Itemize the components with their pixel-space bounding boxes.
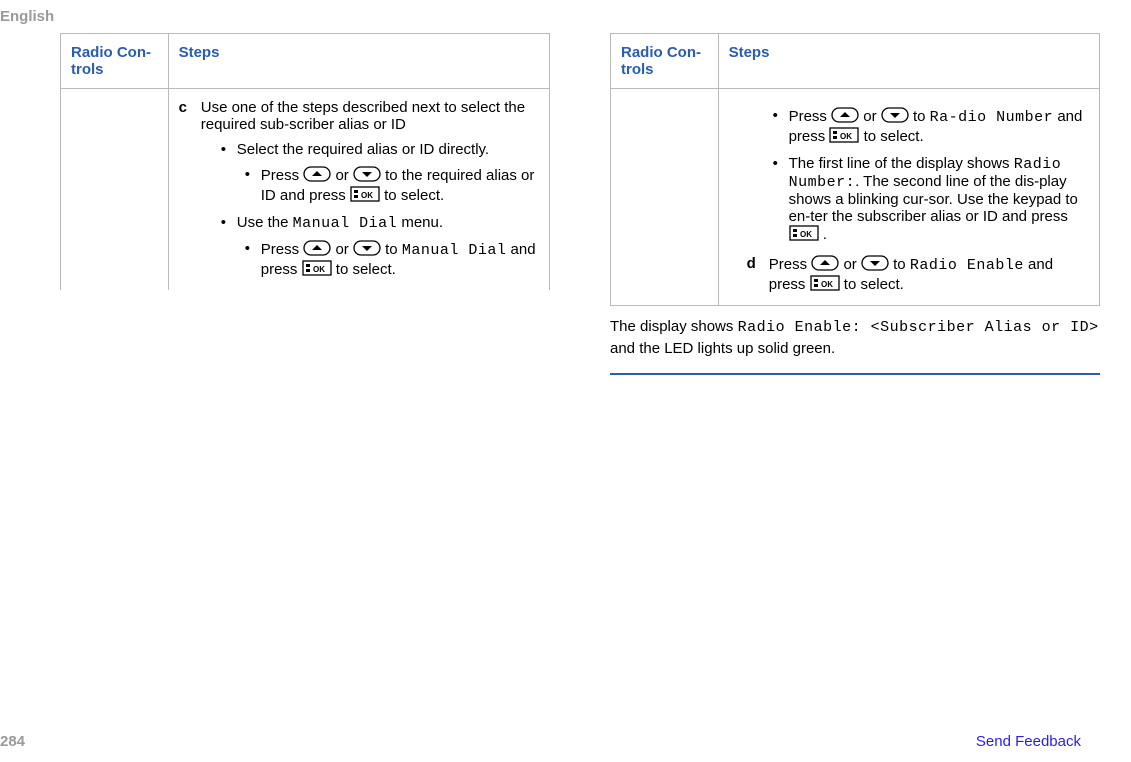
bullet-2a: • Press or to Manual Dial and press OK t… [245, 240, 537, 280]
text-frag: or [843, 256, 861, 273]
text-frag: The display shows [610, 318, 738, 335]
text-frag: Use the [237, 214, 293, 231]
svg-text:OK: OK [821, 280, 833, 289]
ok-button-icon: OK [789, 225, 819, 245]
bullet-2-text: Use the Manual Dial menu. [237, 214, 537, 232]
page-footer: 284 Send Feedback [0, 733, 1131, 750]
mono-text: Manual Dial [402, 242, 507, 259]
step-c-body: Use one of the steps described next to s… [201, 99, 537, 280]
ok-button-icon: OK [810, 275, 840, 295]
text-frag: menu. [397, 214, 443, 231]
step-d-label: d [747, 255, 765, 272]
down-arrow-icon [861, 255, 889, 275]
svg-text:OK: OK [313, 265, 325, 274]
text-frag: or [863, 108, 881, 125]
text-frag: . [823, 226, 827, 243]
svg-text:OK: OK [840, 132, 852, 141]
text-frag: Press [261, 167, 304, 184]
bullet-dot: • [245, 166, 261, 206]
bullet-2a-text: Press or to Manual Dial and press OK to … [261, 240, 537, 280]
left-column: Radio Con-trols Steps c Use one of the s… [60, 33, 550, 375]
bullet-dot: • [773, 155, 789, 245]
bullet-dot: • [773, 107, 789, 147]
step-d-body: Press or to Radio Enable and press OK to… [769, 255, 1087, 295]
ok-button-icon: OK [829, 127, 859, 147]
down-arrow-icon [881, 107, 909, 127]
bullet-1a-text: Press or to the required alias or ID and… [261, 166, 537, 206]
text-frag: to [385, 241, 402, 258]
step-c-label: c [179, 99, 197, 116]
section-divider [610, 373, 1100, 375]
up-arrow-icon [811, 255, 839, 275]
bullet-1a: • Press or to the required alias or ID a… [245, 166, 537, 206]
right-th-steps: Steps [718, 34, 1099, 89]
left-steps-cell: c Use one of the steps described next to… [168, 89, 549, 291]
page-number: 284 [0, 733, 25, 750]
text-frag: Press [261, 241, 304, 258]
right-column: Radio Con-trols Steps • Press or [610, 33, 1100, 375]
bullet-dot: • [221, 214, 237, 232]
ok-button-icon: OK [302, 260, 332, 280]
up-arrow-icon [831, 107, 859, 127]
mono-text: Radio Enable: <Subscriber Alias or ID> [738, 319, 1099, 336]
ok-button-icon: OK [350, 186, 380, 206]
text-frag: The first line of the display shows [789, 155, 1014, 172]
text-frag: to select. [336, 261, 396, 278]
text-frag: to [893, 256, 910, 273]
text-frag: to select. [864, 128, 924, 145]
left-table: Radio Con-trols Steps c Use one of the s… [60, 33, 550, 290]
text-frag: to select. [844, 276, 904, 293]
r-bullet-1-text: Press or to Ra-dio Number and press OK t… [789, 107, 1089, 147]
bullet-dot: • [245, 240, 261, 280]
text-frag: and the LED lights up solid green. [610, 340, 835, 357]
step-c-text: Use one of the steps described next to s… [201, 99, 525, 133]
left-th-steps: Steps [168, 34, 549, 89]
text-frag: Press [769, 256, 812, 273]
bullet-2: • Use the Manual Dial menu. [221, 214, 537, 232]
left-th-controls: Radio Con-trols [61, 34, 169, 89]
mono-text: Manual Dial [293, 215, 398, 232]
right-steps-cell: • Press or to Ra-dio Number and press OK… [718, 89, 1099, 306]
text-frag: to [913, 108, 930, 125]
right-inner: • Press or to Ra-dio Number and press OK… [729, 107, 1089, 295]
text-frag: or [335, 241, 353, 258]
r-bullet-2-text: The first line of the display shows Radi… [789, 155, 1089, 245]
step-c: c Use one of the steps described next to… [179, 99, 539, 280]
down-arrow-icon [353, 166, 381, 186]
text-frag: Press [789, 108, 832, 125]
up-arrow-icon [303, 166, 331, 186]
svg-text:OK: OK [361, 191, 373, 200]
main-content: Radio Con-trols Steps c Use one of the s… [0, 33, 1131, 375]
left-controls-cell [61, 89, 169, 291]
down-arrow-icon [353, 240, 381, 260]
r-bullet-1: • Press or to Ra-dio Number and press OK… [773, 107, 1089, 147]
text-frag: to select. [384, 187, 444, 204]
right-th-controls: Radio Con-trols [611, 34, 719, 89]
right-controls-cell [611, 89, 719, 306]
mono-text: Ra-dio Number [930, 109, 1054, 126]
svg-text:OK: OK [800, 230, 812, 239]
send-feedback-link[interactable]: Send Feedback [976, 733, 1081, 750]
bullet-1: • Select the required alias or ID direct… [221, 141, 537, 158]
mono-text: Radio Enable [910, 257, 1024, 274]
right-table: Radio Con-trols Steps • Press or [610, 33, 1100, 306]
step-d: d Press or to Radio Enable and press OK … [747, 255, 1089, 295]
r-bullet-2: • The first line of the display shows Ra… [773, 155, 1089, 245]
up-arrow-icon [303, 240, 331, 260]
page-header: English [0, 0, 1131, 33]
text-frag: or [335, 167, 353, 184]
bullet-1-text: Select the required alias or ID directly… [237, 141, 537, 158]
post-table-text: The display shows Radio Enable: <Subscri… [610, 316, 1100, 359]
bullet-dot: • [221, 141, 237, 158]
